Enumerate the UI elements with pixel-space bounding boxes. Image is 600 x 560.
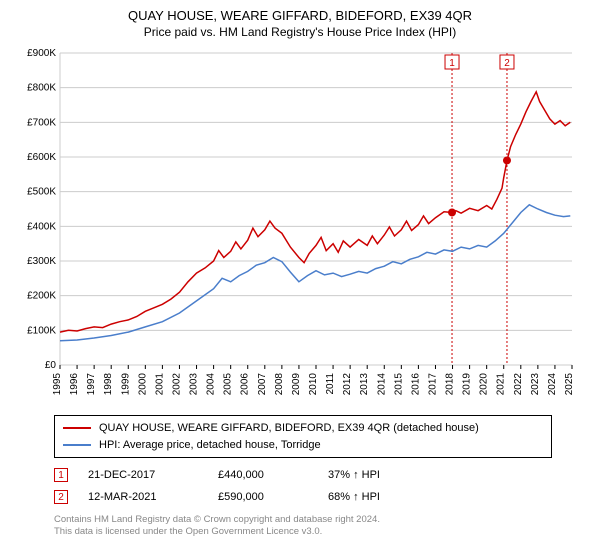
svg-text:2015: 2015 bbox=[393, 373, 404, 396]
svg-text:1998: 1998 bbox=[103, 373, 114, 396]
line-chart-svg: £0 £100K £200K £300K £400K £500K £600K £700K £80… bbox=[12, 47, 588, 407]
legend-row: HPI: Average price, detached house, Torr… bbox=[63, 437, 543, 454]
svg-text:2022: 2022 bbox=[513, 373, 524, 396]
svg-text:2001: 2001 bbox=[154, 373, 165, 396]
svg-text:2016: 2016 bbox=[410, 373, 421, 396]
svg-text:2025: 2025 bbox=[564, 373, 575, 396]
sale-row: 1 21-DEC-2017£440,00037% ↑ HPI bbox=[54, 464, 552, 486]
svg-text:£300K: £300K bbox=[27, 256, 56, 267]
svg-text:2023: 2023 bbox=[530, 373, 541, 396]
sale-marker-box: 1 bbox=[54, 468, 68, 482]
svg-text:£700K: £700K bbox=[27, 117, 56, 128]
svg-text:2004: 2004 bbox=[206, 373, 217, 396]
svg-text:1997: 1997 bbox=[86, 373, 97, 396]
svg-text:2003: 2003 bbox=[189, 373, 200, 396]
legend-label: HPI: Average price, detached house, Torr… bbox=[99, 437, 321, 454]
sale-row: 2 12-MAR-2021£590,00068% ↑ HPI bbox=[54, 486, 552, 508]
chart-area: £0 £100K £200K £300K £400K £500K £600K £700K £80… bbox=[12, 47, 588, 407]
svg-text:2018: 2018 bbox=[445, 373, 456, 396]
svg-text:1995: 1995 bbox=[52, 373, 63, 396]
sale-price: £440,000 bbox=[218, 469, 328, 481]
svg-text:2008: 2008 bbox=[274, 373, 285, 396]
svg-text:2011: 2011 bbox=[325, 373, 336, 395]
svg-text:2020: 2020 bbox=[479, 373, 490, 396]
svg-text:£0: £0 bbox=[45, 360, 57, 371]
legend-label: QUAY HOUSE, WEARE GIFFARD, BIDEFORD, EX3… bbox=[99, 420, 479, 437]
sale-delta: 37% ↑ HPI bbox=[328, 469, 428, 481]
chart-title: QUAY HOUSE, WEARE GIFFARD, BIDEFORD, EX3… bbox=[12, 8, 588, 23]
svg-text:2005: 2005 bbox=[223, 373, 234, 396]
svg-text:2009: 2009 bbox=[291, 373, 302, 396]
svg-text:2017: 2017 bbox=[427, 373, 438, 396]
svg-text:£800K: £800K bbox=[27, 83, 56, 94]
svg-text:2006: 2006 bbox=[240, 373, 251, 396]
svg-text:2012: 2012 bbox=[342, 373, 353, 396]
chart-subtitle: Price paid vs. HM Land Registry's House … bbox=[12, 25, 588, 39]
svg-text:2000: 2000 bbox=[137, 373, 148, 396]
svg-text:1996: 1996 bbox=[69, 373, 80, 396]
svg-text:2002: 2002 bbox=[171, 373, 182, 396]
svg-text:£500K: £500K bbox=[27, 187, 56, 198]
footer-line-1: Contains HM Land Registry data © Crown c… bbox=[54, 514, 552, 526]
svg-text:2007: 2007 bbox=[257, 373, 268, 396]
svg-text:2014: 2014 bbox=[376, 373, 387, 396]
svg-text:£100K: £100K bbox=[27, 325, 56, 336]
sale-date: 12-MAR-2021 bbox=[88, 491, 218, 503]
svg-text:2019: 2019 bbox=[462, 373, 473, 396]
svg-text:2024: 2024 bbox=[547, 373, 558, 396]
sale-delta: 68% ↑ HPI bbox=[328, 491, 428, 503]
svg-text:£400K: £400K bbox=[27, 221, 56, 232]
svg-text:£200K: £200K bbox=[27, 291, 56, 302]
footer-attribution: Contains HM Land Registry data © Crown c… bbox=[54, 514, 552, 539]
sale-date: 21-DEC-2017 bbox=[88, 469, 218, 481]
legend-row: QUAY HOUSE, WEARE GIFFARD, BIDEFORD, EX3… bbox=[63, 420, 543, 437]
svg-text:2021: 2021 bbox=[496, 373, 507, 396]
svg-text:£900K: £900K bbox=[27, 48, 56, 59]
svg-text:£600K: £600K bbox=[27, 152, 56, 163]
legend-swatch bbox=[63, 427, 91, 429]
legend: QUAY HOUSE, WEARE GIFFARD, BIDEFORD, EX3… bbox=[54, 415, 552, 458]
sales-table: 1 21-DEC-2017£440,00037% ↑ HPI 2 12-MAR-202… bbox=[54, 464, 552, 508]
svg-text:1999: 1999 bbox=[120, 373, 131, 396]
sale-marker-box: 2 bbox=[54, 490, 68, 504]
svg-text:2013: 2013 bbox=[359, 373, 370, 396]
svg-text:1: 1 bbox=[449, 58, 455, 69]
svg-text:2: 2 bbox=[504, 58, 510, 69]
legend-swatch bbox=[63, 444, 91, 446]
sale-price: £590,000 bbox=[218, 491, 328, 503]
svg-text:2010: 2010 bbox=[308, 373, 319, 396]
footer-line-2: This data is licensed under the Open Gov… bbox=[54, 526, 552, 538]
